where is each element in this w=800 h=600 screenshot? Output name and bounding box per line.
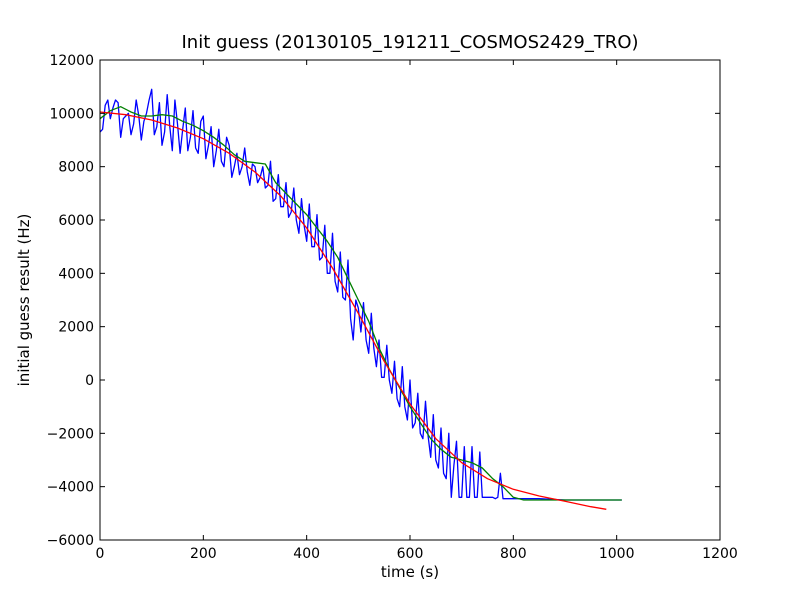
x-tick-label: 1000 [599,546,635,562]
y-tick-label: 8000 [58,160,94,176]
series-layer [99,88,622,510]
plot-frame [99,59,721,541]
y-tick-label: 4000 [58,266,94,282]
x-axis-label: time (s) [381,563,439,581]
y-axis-label: initial guess result (Hz) [15,214,33,387]
chart-title: Init guess (20130105_191211_COSMOS2429_T… [181,32,638,53]
x-tick-label: 1200 [702,546,738,562]
x-tick-label: 0 [96,546,105,562]
y-tick-label: −2000 [47,426,94,442]
y-tick-label: 2000 [58,320,94,336]
x-tick-label: 400 [293,546,320,562]
y-tick-label: 6000 [58,213,94,229]
y-tick-label: 10000 [49,106,94,122]
y-tick-label: −6000 [47,533,94,549]
y-tick-label: 12000 [49,53,94,69]
y-tick-label: 0 [85,373,94,389]
y-tick-label: −4000 [47,480,94,496]
series-line-2 [99,111,607,510]
tick-layer: 0 200 400 600 800 1000 1200 −6000 −4000 −2000 0 200… [47,53,738,562]
x-tick-label: 200 [190,546,217,562]
series-line-1 [99,106,622,501]
series-line-0 [99,88,622,501]
plot-area [100,60,720,540]
x-tick-label: 600 [397,546,424,562]
x-tick-label: 800 [500,546,527,562]
